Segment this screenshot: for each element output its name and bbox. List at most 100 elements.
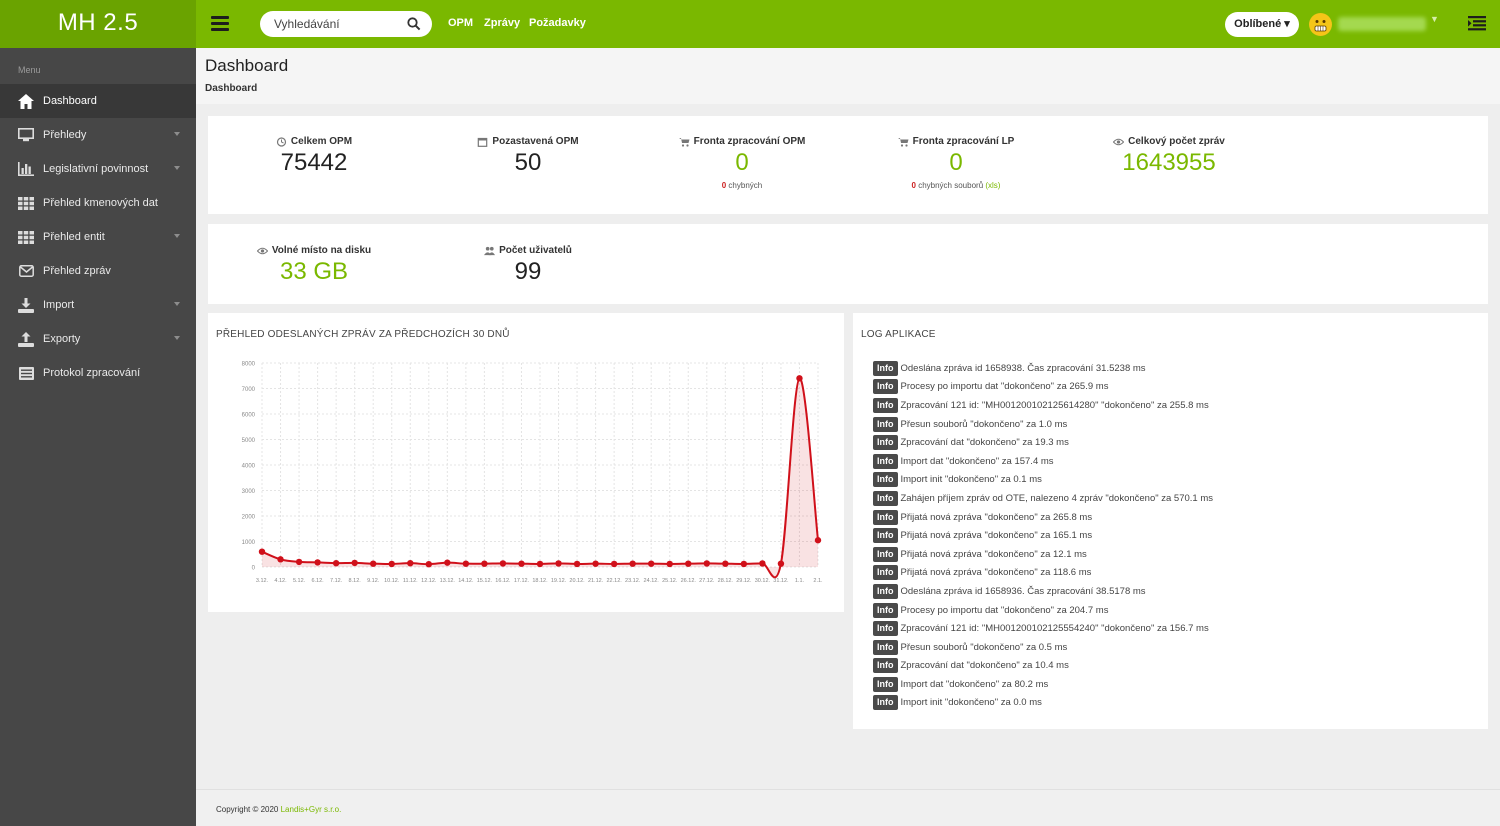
log-entry: Info Procesy po importu dat "dokončeno" z…: [873, 378, 1213, 397]
stat-pocet-uzivatelu: Počet uživatelů 99: [443, 245, 613, 286]
log-level-badge: Info: [873, 676, 898, 692]
log-entry: Info Odeslána zpráva id 1658936. Čas zpra…: [873, 582, 1213, 601]
log-message: Import dat "dokončeno" za 80.2 ms: [900, 678, 1049, 690]
data-point: [462, 560, 470, 567]
sidebar-item-import[interactable]: Import: [0, 288, 196, 322]
chart-panel: PŘEHLED ODESLANÝCH ZPRÁV ZA PŘEDCHOZÍCH …: [208, 313, 844, 612]
log-message: Import dat "dokončeno" za 157.4 ms: [900, 455, 1054, 467]
chevron-down-icon[interactable]: ▼: [1430, 14, 1439, 24]
caret-down-icon: [174, 166, 180, 170]
sidebar-item-label: Přehled zpráv: [43, 265, 111, 277]
x-tick-label: 2.1.: [813, 578, 823, 584]
top-bar: MH 2.5 OPM Zprávy Požadavky Oblíbené ▾ ▼: [0, 0, 1500, 48]
log-entry: Info Zpracování dat "dokončeno" za 19.3 m…: [873, 433, 1213, 452]
sidebar-item-prehled-kmenovych-dat[interactable]: Přehled kmenových dat: [0, 186, 196, 220]
log-level-badge: Info: [873, 639, 898, 655]
sidebar-item-label: Import: [43, 299, 75, 311]
log-message: Zahájen příjem zpráv od OTE, nalezeno 4 …: [900, 492, 1214, 504]
data-point: [536, 560, 544, 568]
file-type-link[interactable]: (xls): [985, 181, 1001, 190]
x-tick-label: 26.12.: [681, 578, 697, 584]
log-entry: Info Přesun souborů "dokončeno" za 1.0 ms: [873, 415, 1213, 434]
search-icon[interactable]: [407, 17, 421, 31]
stat-fronta-lp: Fronta zpracování LP 0 0 chybných soubor…: [871, 136, 1041, 190]
data-point: [277, 556, 284, 563]
log-entry: Info Import init "dokončeno" za 0.1 ms: [873, 471, 1213, 490]
x-tick-label: 15.12.: [477, 578, 493, 584]
error-label: chybných: [726, 181, 763, 190]
favorites-button[interactable]: Oblíbené ▾: [1225, 12, 1299, 37]
sidebar-item-label: Přehled kmenových dat: [43, 197, 158, 209]
right-panel-toggle-icon[interactable]: [1468, 15, 1486, 31]
data-point: [518, 560, 525, 567]
grid-icon: [17, 229, 35, 245]
x-tick-label: 20.12.: [569, 578, 585, 584]
hamburger-menu-icon[interactable]: [208, 14, 232, 34]
x-tick-label: 17.12.: [514, 578, 530, 584]
list-icon: [17, 365, 35, 381]
x-tick-label: 29.12.: [736, 578, 752, 584]
data-point: [499, 560, 507, 567]
y-tick-label: 6000: [242, 413, 256, 419]
chart-title: PŘEHLED ODESLANÝCH ZPRÁV ZA PŘEDCHOZÍCH …: [216, 329, 510, 340]
calendar-icon: [478, 137, 488, 147]
caret-down-icon: [174, 302, 180, 306]
log-message: Přijatá nová zpráva "dokončeno" za 118.6…: [900, 567, 1092, 579]
log-message: Procesy po importu dat "dokončeno" za 26…: [900, 381, 1109, 393]
y-tick-label: 4000: [242, 464, 256, 470]
data-point: [573, 560, 581, 568]
caret-down-icon: [174, 234, 180, 238]
y-tick-label: 3000: [242, 489, 256, 495]
nav-zpravy[interactable]: Zprávy: [484, 17, 521, 29]
y-tick-label: 7000: [242, 387, 256, 393]
stat-value: 0: [949, 149, 963, 176]
x-tick-label: 24.12.: [644, 578, 660, 584]
nav-pozadavky[interactable]: Požadavky: [529, 17, 586, 29]
log-message: Odeslána zpráva id 1658938. Čas zpracová…: [900, 362, 1146, 374]
eye-icon: [1113, 138, 1125, 145]
log-entry: Info Odeslána zpráva id 1658938. Čas zpra…: [873, 359, 1213, 378]
log-entry: Info Přijatá nová zpráva "dokončeno" za 1…: [873, 545, 1213, 564]
log-message: Import init "dokončeno" za 0.0 ms: [900, 697, 1042, 709]
avatar[interactable]: [1309, 13, 1332, 36]
x-tick-label: 28.12.: [718, 578, 734, 584]
x-tick-label: 13.12.: [440, 578, 456, 584]
main-content: Dashboard Dashboard Celkem OPM 75442 Poz…: [196, 48, 1500, 826]
stat-value: 99: [514, 258, 542, 285]
users-icon: [484, 246, 496, 255]
x-tick-label: 11.12.: [403, 578, 418, 584]
breadcrumb[interactable]: Dashboard: [205, 83, 258, 94]
sidebar-item-prehledy[interactable]: Přehledy: [0, 118, 196, 152]
download-icon: [17, 297, 35, 313]
x-tick-label: 14.12.: [458, 578, 474, 584]
x-tick-label: 18.12.: [532, 578, 548, 584]
cart-icon: [897, 137, 909, 147]
sidebar-item-exporty[interactable]: Exporty: [0, 322, 196, 356]
grid-icon: [17, 195, 35, 211]
copyright: Copyright © 2020 Landis+Gyr s.r.o.: [216, 805, 341, 814]
log-entry: Info Přijatá nová zpráva "dokončeno" za 2…: [873, 508, 1213, 527]
username-blurred[interactable]: [1338, 17, 1426, 31]
sidebar-item-label: Legislativní povinnost: [43, 163, 149, 175]
stat-volne-misto: Volné místo na disku 33 GB: [229, 245, 399, 286]
sidebar-item-prehled-zprav[interactable]: Přehled zpráv: [0, 254, 196, 288]
sidebar-item-legislativni-povinnost[interactable]: Legislativní povinnost: [0, 152, 196, 186]
data-point: [610, 560, 618, 568]
log-level-badge: Info: [873, 621, 898, 637]
sidebar-item-protokol-zpracovani[interactable]: Protokol zpracování: [0, 356, 196, 390]
search-input[interactable]: [274, 15, 404, 33]
data-point: [258, 548, 266, 555]
nav-opm[interactable]: OPM: [448, 17, 474, 29]
x-tick-label: 1.1.: [795, 578, 805, 584]
x-tick-label: 6.12.: [311, 578, 324, 584]
app-title[interactable]: MH 2.5: [0, 0, 196, 48]
sidebar: Menu Dashboard Přehledy Legislativní pov…: [0, 48, 196, 826]
x-tick-label: 8.12.: [349, 578, 362, 584]
company-link[interactable]: Landis+Gyr s.r.o.: [280, 805, 342, 814]
sidebar-item-dashboard[interactable]: Dashboard: [0, 84, 196, 118]
log-entry: Info Zpracování dat "dokončeno" za 10.4 m…: [873, 657, 1213, 676]
x-tick-label: 5.12.: [293, 578, 306, 584]
log-message: Zpracování dat "dokončeno" za 19.3 ms: [900, 437, 1069, 449]
log-entry: Info Import dat "dokončeno" za 157.4 ms: [873, 452, 1213, 471]
sidebar-item-prehled-entit[interactable]: Přehled entit: [0, 220, 196, 254]
